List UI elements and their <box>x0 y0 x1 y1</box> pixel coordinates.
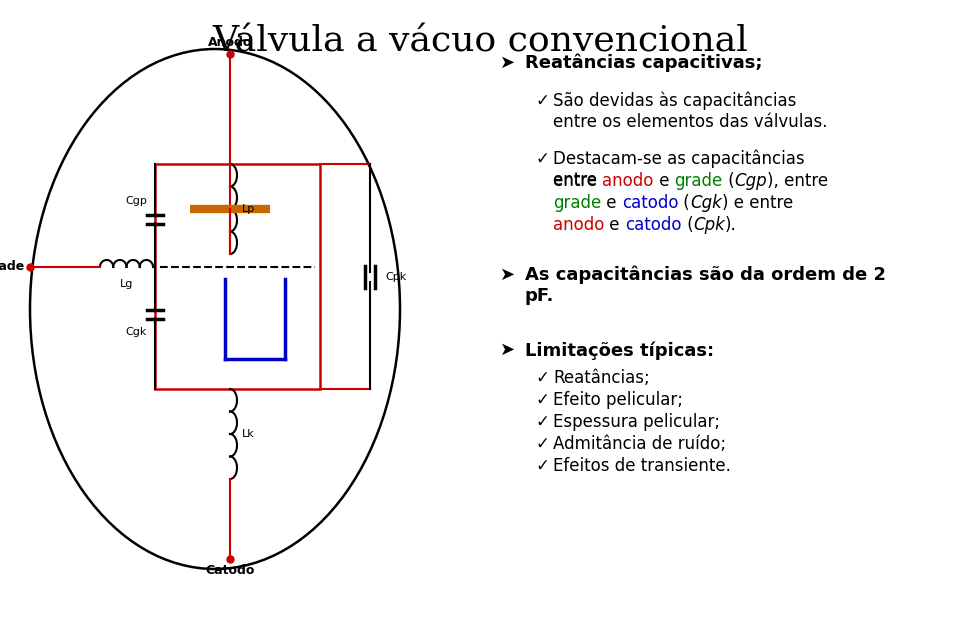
Text: Lp: Lp <box>242 204 255 214</box>
Text: Anodo: Anodo <box>208 36 252 49</box>
Text: Efeito pelicular;: Efeito pelicular; <box>553 391 683 409</box>
Text: ➤: ➤ <box>500 341 515 359</box>
Text: ✓: ✓ <box>535 413 549 431</box>
Text: Lg: Lg <box>120 279 133 289</box>
Text: ).: ). <box>725 216 737 234</box>
Text: ) e entre: ) e entre <box>722 194 793 212</box>
Text: ✓: ✓ <box>535 391 549 409</box>
Text: Admitância de ruído;: Admitância de ruído; <box>553 435 726 453</box>
Text: ✓: ✓ <box>535 150 549 168</box>
Text: Efeitos de transiente.: Efeitos de transiente. <box>553 457 731 475</box>
Text: Cgk: Cgk <box>690 194 722 212</box>
Text: ), entre: ), entre <box>767 172 828 190</box>
Text: anodo: anodo <box>602 172 654 190</box>
Text: Cpk: Cpk <box>693 216 725 234</box>
Text: ➤: ➤ <box>500 266 515 284</box>
Text: Cgk: Cgk <box>126 327 147 337</box>
Text: ➤: ➤ <box>500 54 515 72</box>
Text: (: ( <box>679 194 690 212</box>
Bar <box>155 164 320 389</box>
Text: entre: entre <box>553 172 602 190</box>
Text: ✓: ✓ <box>535 92 549 110</box>
Text: Lk: Lk <box>242 429 255 439</box>
Text: Espessura pelicular;: Espessura pelicular; <box>553 413 720 431</box>
Text: ✓: ✓ <box>535 457 549 475</box>
Text: e: e <box>601 194 622 212</box>
Text: Válvula a vácuo convencional: Válvula a vácuo convencional <box>212 24 748 58</box>
Text: Cgp: Cgp <box>125 196 147 206</box>
Text: Cpk: Cpk <box>385 272 407 282</box>
Text: Grade: Grade <box>0 260 25 273</box>
Text: grade: grade <box>553 194 601 212</box>
Text: ✓: ✓ <box>535 369 549 387</box>
Text: catodo: catodo <box>625 216 682 234</box>
Text: anodo: anodo <box>553 216 604 234</box>
Text: Catodo: Catodo <box>205 564 255 577</box>
Text: grade: grade <box>674 172 723 190</box>
Text: Destacam-se as capacitâncias
entre: Destacam-se as capacitâncias entre <box>553 150 805 189</box>
Text: (: ( <box>723 172 735 190</box>
Text: (: ( <box>682 216 693 234</box>
Text: São devidas às capacitâncias
entre os elementos das válvulas.: São devidas às capacitâncias entre os el… <box>553 92 828 131</box>
Text: Cgp: Cgp <box>735 172 767 190</box>
Text: ✓: ✓ <box>535 435 549 453</box>
Text: Limitações típicas:: Limitações típicas: <box>525 341 714 359</box>
Text: e: e <box>604 216 625 234</box>
Text: Reatâncias capacitivas;: Reatâncias capacitivas; <box>525 54 762 72</box>
Text: e: e <box>654 172 674 190</box>
Text: As capacitâncias são da ordem de 2
pF.: As capacitâncias são da ordem de 2 pF. <box>525 266 886 305</box>
Text: catodo: catodo <box>622 194 679 212</box>
Text: Reatâncias;: Reatâncias; <box>553 369 650 387</box>
